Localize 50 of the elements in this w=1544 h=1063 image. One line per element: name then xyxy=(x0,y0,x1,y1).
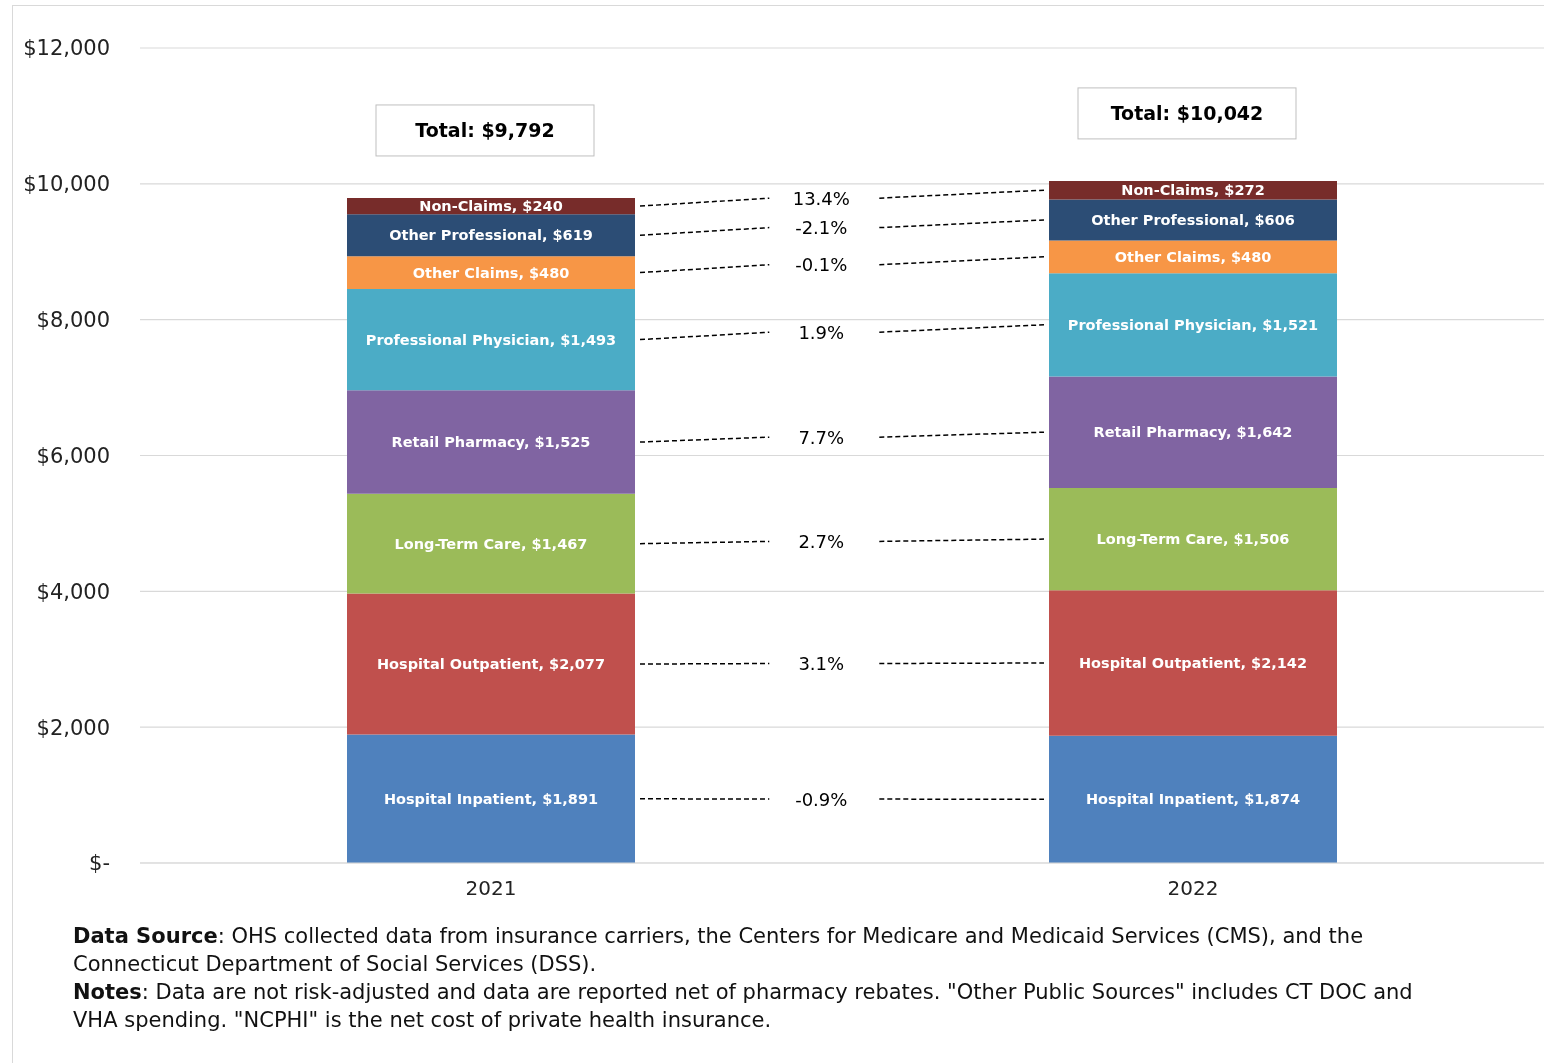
bar xyxy=(347,734,635,863)
text: Retail Pharmacy, $1,525 xyxy=(391,434,591,451)
annotation: 1.9% xyxy=(798,321,845,343)
text: Notes: Data are not risk-adjusted and data are reported net of pharmacy rebates. "Other Public Sources" includes CT DOC and VHA spending. "NCPHI" is the net cost of private health insurance. xyxy=(73,979,1414,1034)
text: Professional Physician, $1,521 xyxy=(1067,316,1319,333)
total-label: Total: $9,792 xyxy=(415,119,555,142)
bar xyxy=(347,593,635,735)
text: Hospital Outpatient, $2,077 xyxy=(376,656,606,673)
text: Long-Term Care, $1,506 xyxy=(1096,531,1290,548)
y-tick-label: $12,000 xyxy=(23,36,110,61)
source-note: Data Source: OHS collected data from insurance carriers, the Centers for Medicare and Medicaid Services (CMS), and the Connecticut Department of Social Services (DSS). xyxy=(73,923,1365,978)
text: Hospital Outpatient, $2,142 xyxy=(1078,654,1308,671)
bar xyxy=(1049,735,1337,863)
annotation: 7.7% xyxy=(798,426,845,448)
annotation: 2.7% xyxy=(798,530,845,552)
annotation: -2.1% xyxy=(795,217,848,239)
y-tick-label: $6,000 xyxy=(36,443,110,468)
annotation: -0.1% xyxy=(795,254,848,276)
y-tick-label: $10,000 xyxy=(23,172,110,197)
text: Professional Physician, $1,493 xyxy=(365,331,617,348)
text: Other Claims, $480 xyxy=(412,264,570,281)
text: Long-Term Care, $1,467 xyxy=(394,535,588,552)
x-tick-label: 2022 xyxy=(1167,876,1219,901)
y-tick-label: $8,000 xyxy=(36,308,110,333)
text: Retail Pharmacy, $1,642 xyxy=(1093,424,1293,441)
bar xyxy=(347,256,635,289)
bar xyxy=(1049,487,1337,591)
text: Hospital Inpatient, $1,891 xyxy=(383,790,599,807)
bar xyxy=(347,493,635,594)
bar xyxy=(1049,376,1337,488)
y-tick-label: $2,000 xyxy=(36,715,110,740)
text: Other Professional, $619 xyxy=(389,227,593,244)
total-label: Total: $10,042 xyxy=(1110,102,1264,125)
bar xyxy=(347,390,635,494)
annotation: 3.1% xyxy=(798,653,845,675)
text: Other Claims, $480 xyxy=(1114,248,1272,265)
annotation: 13.4% xyxy=(792,187,850,209)
text: Non-Claims, $272 xyxy=(1121,182,1265,199)
bar xyxy=(1049,199,1337,241)
bar xyxy=(347,214,635,257)
y-tick-label: $4,000 xyxy=(36,579,110,604)
bar xyxy=(347,288,635,391)
text: Non-Claims, $240 xyxy=(419,198,563,215)
y-tick-label: $- xyxy=(89,851,110,876)
x-tick-label: 2021 xyxy=(465,876,517,901)
text: Other Professional, $606 xyxy=(1091,211,1295,228)
text: Hospital Inpatient, $1,874 xyxy=(1085,791,1301,808)
annotation: -0.9% xyxy=(795,788,848,810)
bar xyxy=(1049,273,1337,377)
bar xyxy=(1049,590,1337,736)
